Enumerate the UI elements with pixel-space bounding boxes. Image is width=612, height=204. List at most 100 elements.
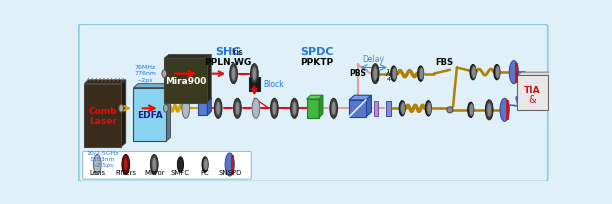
Ellipse shape xyxy=(122,155,130,175)
Ellipse shape xyxy=(231,67,236,81)
Text: SPDC: SPDC xyxy=(300,47,334,57)
Ellipse shape xyxy=(419,68,424,80)
Ellipse shape xyxy=(272,102,277,116)
Text: 2: 2 xyxy=(374,76,378,81)
Ellipse shape xyxy=(469,104,474,116)
Ellipse shape xyxy=(427,103,431,115)
Polygon shape xyxy=(84,80,126,84)
Polygon shape xyxy=(198,98,211,102)
Ellipse shape xyxy=(468,103,474,118)
Text: PBS: PBS xyxy=(349,69,366,78)
Ellipse shape xyxy=(392,68,397,80)
Ellipse shape xyxy=(495,67,500,79)
Text: 4: 4 xyxy=(386,76,390,81)
FancyBboxPatch shape xyxy=(164,59,207,103)
FancyBboxPatch shape xyxy=(249,77,259,91)
Text: PPLN-WG: PPLN-WG xyxy=(204,58,252,67)
Ellipse shape xyxy=(162,70,166,78)
FancyBboxPatch shape xyxy=(84,84,121,147)
Ellipse shape xyxy=(399,101,405,116)
Ellipse shape xyxy=(417,67,424,82)
Ellipse shape xyxy=(202,157,208,172)
Ellipse shape xyxy=(124,158,128,172)
Text: EDFA: EDFA xyxy=(136,110,163,119)
Text: SNSPD: SNSPD xyxy=(218,169,241,175)
Polygon shape xyxy=(517,73,553,76)
Ellipse shape xyxy=(509,61,518,84)
Polygon shape xyxy=(207,98,211,116)
Ellipse shape xyxy=(494,65,500,80)
Text: Filters: Filters xyxy=(115,169,136,175)
Ellipse shape xyxy=(373,67,378,81)
FancyBboxPatch shape xyxy=(79,25,548,182)
FancyBboxPatch shape xyxy=(374,101,378,116)
Ellipse shape xyxy=(330,99,338,119)
Ellipse shape xyxy=(94,155,101,175)
Text: $\lambda$: $\lambda$ xyxy=(386,67,391,78)
Text: TIA: TIA xyxy=(524,85,540,94)
Text: $\lambda$: $\lambda$ xyxy=(373,67,379,78)
FancyBboxPatch shape xyxy=(349,100,366,117)
Polygon shape xyxy=(198,102,207,116)
Polygon shape xyxy=(349,96,371,100)
Text: FC: FC xyxy=(201,169,209,175)
Ellipse shape xyxy=(470,65,476,80)
Ellipse shape xyxy=(371,64,379,84)
Ellipse shape xyxy=(271,99,278,119)
Text: SMFC: SMFC xyxy=(171,169,190,175)
Ellipse shape xyxy=(235,102,240,116)
Ellipse shape xyxy=(204,159,208,171)
Polygon shape xyxy=(548,73,553,110)
Ellipse shape xyxy=(250,64,258,84)
Ellipse shape xyxy=(234,99,241,119)
Ellipse shape xyxy=(471,67,476,79)
Ellipse shape xyxy=(500,99,509,122)
Ellipse shape xyxy=(225,153,234,176)
Ellipse shape xyxy=(119,105,124,113)
Polygon shape xyxy=(307,100,319,118)
Text: 76MHz
776nm
~2ps: 76MHz 776nm ~2ps xyxy=(134,64,156,82)
Ellipse shape xyxy=(177,157,184,172)
Ellipse shape xyxy=(447,107,453,113)
Ellipse shape xyxy=(182,99,190,119)
Text: &: & xyxy=(529,95,536,104)
Ellipse shape xyxy=(163,105,168,113)
Text: Mirror: Mirror xyxy=(144,169,165,175)
Ellipse shape xyxy=(291,99,298,119)
Ellipse shape xyxy=(214,99,222,119)
Polygon shape xyxy=(121,80,126,147)
Text: SHG: SHG xyxy=(215,47,241,57)
Ellipse shape xyxy=(425,101,431,116)
Ellipse shape xyxy=(252,67,256,81)
Text: PPKTP: PPKTP xyxy=(300,58,334,67)
Ellipse shape xyxy=(151,155,158,175)
Ellipse shape xyxy=(485,100,493,120)
Text: 10/2.5GHz
1553nm
~2.5ps: 10/2.5GHz 1553nm ~2.5ps xyxy=(86,149,119,167)
Text: Delay: Delay xyxy=(363,55,385,64)
Ellipse shape xyxy=(401,103,405,115)
Polygon shape xyxy=(366,96,371,117)
Ellipse shape xyxy=(152,158,157,172)
FancyBboxPatch shape xyxy=(517,76,548,110)
Polygon shape xyxy=(164,55,211,59)
Text: Mira900: Mira900 xyxy=(165,77,206,86)
Ellipse shape xyxy=(216,102,220,116)
Text: Block: Block xyxy=(264,80,284,89)
Ellipse shape xyxy=(252,99,259,119)
FancyBboxPatch shape xyxy=(83,152,252,179)
Ellipse shape xyxy=(292,102,297,116)
Text: Lens: Lens xyxy=(89,169,105,175)
Ellipse shape xyxy=(487,103,491,117)
Text: Iris: Iris xyxy=(231,48,244,57)
Text: FBS: FBS xyxy=(435,57,453,66)
Polygon shape xyxy=(307,96,323,100)
Text: Comb
Laser: Comb Laser xyxy=(88,106,117,125)
FancyBboxPatch shape xyxy=(386,101,390,116)
Ellipse shape xyxy=(230,64,237,84)
Ellipse shape xyxy=(331,102,336,116)
FancyBboxPatch shape xyxy=(133,88,166,142)
Polygon shape xyxy=(207,55,211,103)
Polygon shape xyxy=(166,84,170,142)
Ellipse shape xyxy=(390,67,397,82)
Polygon shape xyxy=(133,84,170,88)
